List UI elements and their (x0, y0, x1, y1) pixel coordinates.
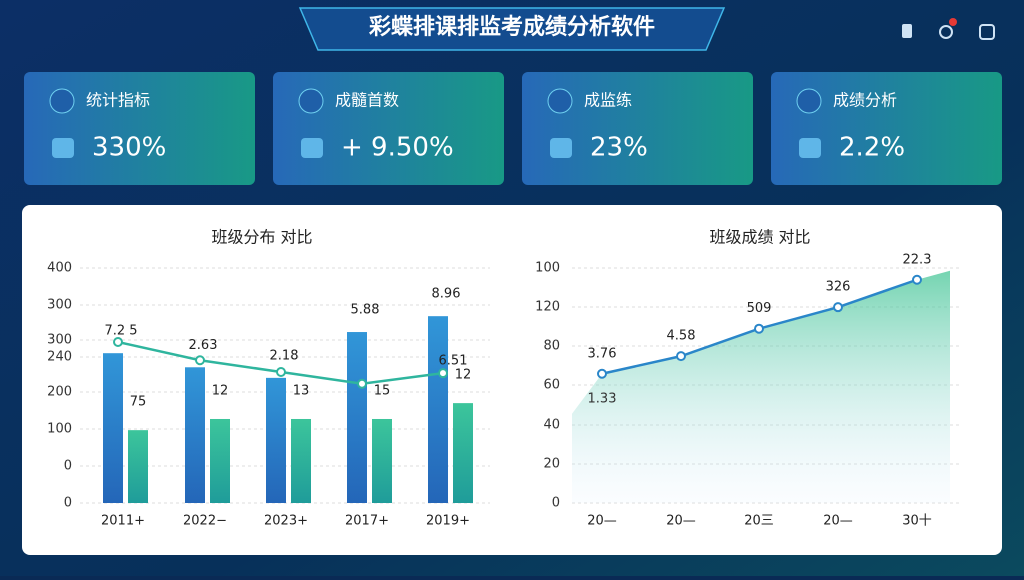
card-label: 成髓首数 (335, 91, 399, 110)
y-axis-label: 20 (543, 457, 560, 472)
card-value: 2.2% (839, 133, 905, 163)
line-point (597, 368, 607, 379)
data-label: 326 (826, 280, 851, 295)
card-value-icon (799, 138, 821, 158)
card-value-icon (52, 138, 74, 158)
y-axis-label: 400 (47, 261, 72, 276)
chart-title: 班级成绩 对比 (709, 228, 810, 247)
icon[interactable] (939, 25, 953, 39)
y-axis-label: 300 (47, 298, 72, 313)
bar (210, 418, 230, 503)
icon[interactable] (902, 24, 912, 38)
data-label: 2.18 (270, 348, 299, 363)
header-title: 彩蝶排课排监考成绩分析软件 (368, 14, 655, 40)
y-axis-label: 100 (47, 422, 72, 437)
badge (949, 18, 957, 26)
y-axis-label: 0 (64, 459, 72, 474)
x-tick-label: 20三 (744, 514, 774, 529)
icon[interactable] (979, 24, 995, 40)
card-value: + 9.50% (341, 133, 454, 163)
card-icon (796, 88, 822, 114)
data-label: 3.76 (588, 346, 617, 361)
card-value-icon (301, 138, 323, 158)
x-tick-label: 2011+ (101, 514, 145, 529)
line-point (912, 274, 922, 285)
x-tick-label: 20— (666, 514, 696, 529)
card-label: 成绩分析 (833, 91, 897, 110)
x-tick-label: 2019+ (426, 514, 470, 529)
bar (266, 377, 286, 503)
card (771, 72, 1002, 185)
data-label: 12 (455, 368, 472, 383)
y-axis-label: 120 (535, 300, 560, 315)
line-point (438, 368, 448, 379)
y-axis-label: 40 (543, 418, 560, 433)
card-label: 统计指标 (86, 91, 150, 110)
y-axis-label: 100 (535, 261, 560, 276)
card (522, 72, 753, 185)
data-label: 8.96 (432, 287, 461, 302)
card-value-icon (550, 138, 572, 158)
bar (128, 430, 148, 503)
chart-title: 班级分布 对比 (211, 228, 312, 247)
y-axis-label: 0 (552, 496, 560, 511)
annotation: 6.51 (439, 354, 468, 369)
x-tick-label: 20— (587, 514, 617, 529)
x-tick-label: 2017+ (345, 514, 389, 529)
area (572, 270, 950, 503)
line-point (754, 323, 764, 334)
data-label: 5.88 (351, 303, 380, 318)
x-tick-label: 2023+ (264, 514, 308, 529)
card-value: 23% (590, 133, 648, 163)
data-label: 22.3 (903, 252, 932, 267)
bar (372, 418, 392, 503)
card (24, 72, 255, 185)
line-point (113, 337, 123, 348)
toolbar (902, 18, 995, 40)
data-label: 12 (212, 383, 229, 398)
line-point (357, 378, 367, 389)
card-value: 330% (92, 133, 166, 163)
card-icon (298, 88, 324, 114)
data-label: 509 (747, 301, 772, 316)
data-label: 13 (293, 383, 310, 398)
bar (103, 353, 123, 503)
data-label: 15 (374, 383, 391, 398)
header-bar (298, 7, 726, 51)
data-label: 4.58 (667, 329, 696, 344)
bar (428, 316, 448, 503)
x-tick-label: 2022− (183, 514, 227, 529)
y-axis-label: 80 (543, 339, 560, 354)
card-label: 成监练 (584, 91, 632, 110)
card (273, 72, 504, 185)
data-label: 7.2 5 (104, 324, 137, 339)
bar (291, 418, 311, 503)
y-axis-label: 300 (47, 333, 72, 348)
data-label: 2.63 (189, 338, 218, 353)
data-label: 75 (130, 395, 147, 410)
bar (347, 332, 367, 503)
line-point (676, 351, 686, 362)
x-tick-label: 20— (823, 514, 853, 529)
line-point (833, 302, 843, 313)
y-axis-label: 0 (64, 496, 72, 511)
line-point (276, 366, 286, 377)
y-axis-label: 200 (47, 385, 72, 400)
card-icon (49, 88, 75, 114)
line-point (195, 355, 205, 366)
x-tick-label: 30十 (902, 514, 932, 529)
card-icon (547, 88, 573, 114)
y-axis-label: 60 (543, 378, 560, 393)
bar (185, 367, 205, 503)
annotation: 1.33 (588, 391, 617, 406)
bar (453, 403, 473, 503)
y-axis-label: 240 (47, 350, 72, 365)
